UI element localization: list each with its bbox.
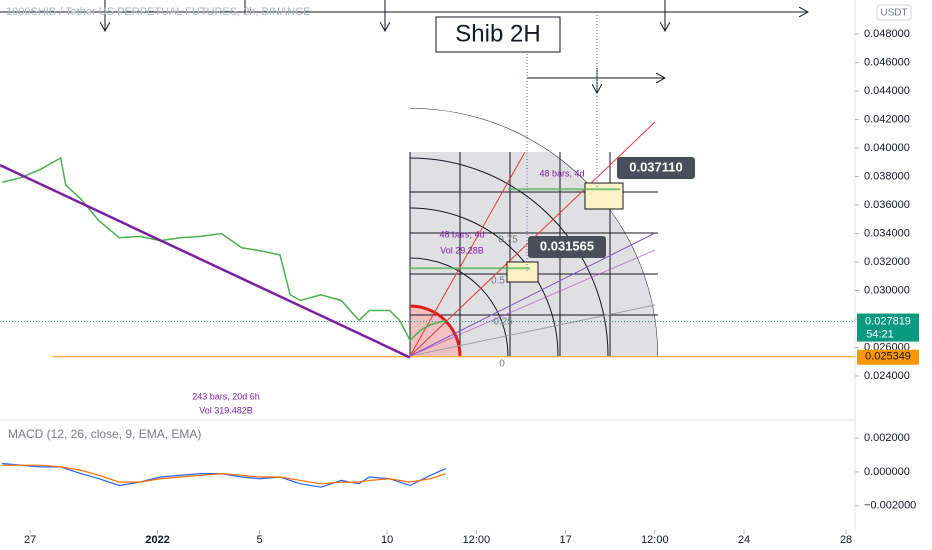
y-tick-label: 0.046000 — [864, 56, 910, 68]
symbol-header: 1000SHIB / Tether US PERPETUAL FUTURES, … — [6, 6, 310, 18]
level-label: 0.025349 — [865, 351, 911, 363]
y-tick-label: 0.036000 — [864, 199, 910, 211]
callout-box — [528, 236, 606, 258]
annotation: 48 bars, 4d — [439, 229, 484, 239]
x-tick-label: 27 — [24, 534, 36, 546]
indicator-title: MACD (12, 26, close, 9, EMA, EMA) — [8, 427, 201, 441]
indicator-line — [2, 464, 446, 485]
gann-label: 0.75 — [498, 235, 518, 246]
gann-label: 0.25 — [493, 317, 513, 328]
x-tick-label: 5 — [257, 534, 263, 546]
y-tick-label: 0.024000 — [864, 370, 910, 382]
annotation: 48 bars, 4d — [539, 168, 584, 178]
x-tick-label: 28 — [840, 534, 852, 546]
y-tick-label: 0.044000 — [864, 85, 910, 97]
annotation: 243 bars, 20d 6h — [192, 391, 260, 401]
indicator-line — [1, 462, 446, 488]
arrows — [0, 0, 808, 272]
callout-label: 0.037110 — [629, 159, 683, 174]
chart-title: Shib 2H — [455, 20, 540, 47]
y-tick-label: 0.034000 — [864, 227, 910, 239]
y-tick-label: 0.040000 — [864, 142, 910, 154]
x-tick-label: 2022 — [145, 534, 169, 546]
unit: USDT — [880, 8, 907, 19]
y-tick-label: 0.032000 — [864, 256, 910, 268]
gann-label: 0 — [499, 359, 505, 370]
callout-box — [617, 157, 695, 179]
x-tick-label: 10 — [381, 534, 393, 546]
last-price-tag — [857, 313, 919, 342]
x-tick-label: 12:00 — [463, 534, 491, 546]
title-box — [435, 16, 561, 53]
trendline — [0, 163, 411, 359]
y-tick-label: −0.002000 — [864, 500, 916, 512]
unit-badge — [876, 4, 912, 21]
gann-label: 0.5 — [491, 276, 505, 287]
x-tick-label: 12:00 — [641, 534, 669, 546]
level-tag — [857, 349, 919, 365]
price-line — [1, 156, 446, 342]
x-tick-label: 24 — [738, 534, 750, 546]
y-tick-label: 0.002000 — [864, 432, 910, 444]
y-tick-label: 0.042000 — [864, 113, 910, 125]
y-tick-label: 0.048000 — [864, 28, 910, 40]
y-tick-label: 0.000000 — [864, 466, 910, 478]
annotation: Vol 29.28B — [440, 245, 484, 255]
last-price-label: 0.027819 — [865, 315, 911, 327]
countdown: 54:21 — [866, 328, 894, 340]
y-tick-label: 0.038000 — [864, 170, 910, 182]
y-tick-label: 0.030000 — [864, 284, 910, 296]
x-tick-label: 17 — [559, 534, 571, 546]
callout-label: 0.031565 — [540, 238, 594, 253]
annotation: Vol 319.482B — [199, 405, 253, 415]
